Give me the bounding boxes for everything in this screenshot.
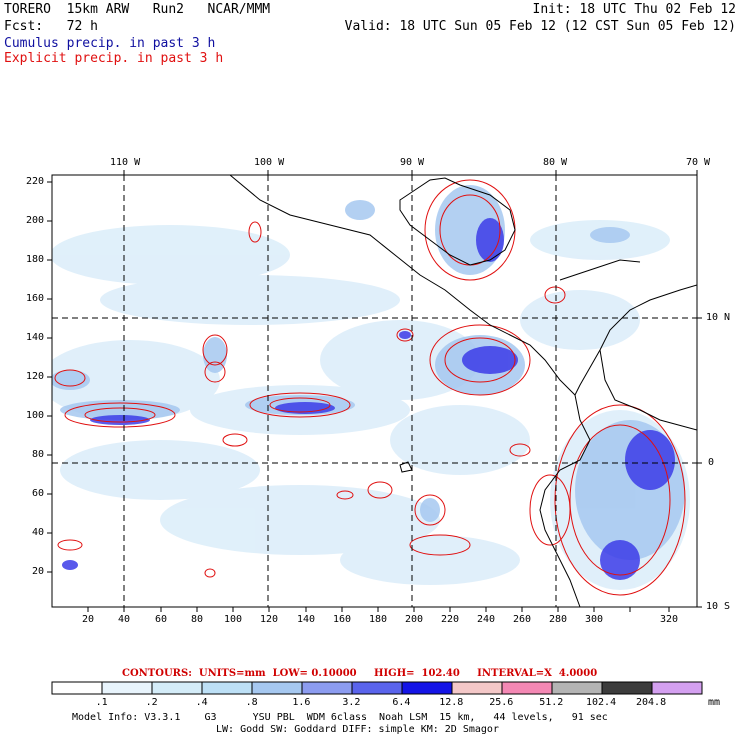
y-tick-160: 160 (26, 293, 45, 304)
colorbar-swatch (551, 681, 603, 695)
y-tick-140: 140 (26, 332, 45, 343)
legend-cumulus: Cumulus precip. in past 3 h (4, 36, 216, 51)
colorbar-swatch (251, 681, 303, 695)
coastlines (229, 175, 697, 607)
lon-label-80w: 80 W (543, 157, 568, 168)
colorbar-swatch (151, 681, 203, 695)
y-tick-220: 220 (26, 176, 45, 187)
colorbar-label: .2 (145, 697, 158, 708)
y-tick-120: 120 (26, 371, 45, 382)
colorbar-swatch (51, 681, 103, 695)
header-line2-left: Fcst: 72 h (4, 19, 98, 34)
footer-physics-info: LW: Godd SW: Goddard DIFF: simple KM: 2D… (216, 724, 499, 735)
colorbar-swatch (651, 681, 703, 695)
cumulus-precip-heavy (62, 218, 675, 580)
colorbar-label: 204.8 (636, 697, 667, 708)
x-tick-120: 120 (260, 614, 279, 625)
x-tick-260: 260 (513, 614, 532, 625)
colorbar-swatch (501, 681, 553, 695)
header-line2-right: Valid: 18 UTC Sun 05 Feb 12 (12 CST Sun … (344, 19, 736, 34)
x-tick-20: 20 (82, 614, 95, 625)
header-line1-right: Init: 18 UTC Thu 02 Feb 12 (532, 2, 737, 17)
map-frame (51, 174, 698, 608)
colorbar-units: mm (708, 697, 721, 708)
colorbar-label: 51.2 (539, 697, 564, 708)
explicit-precip-contours (54, 179, 686, 596)
colorbar-label: 1.6 (292, 697, 311, 708)
x-tick-200: 200 (405, 614, 424, 625)
x-tick-240: 240 (477, 614, 496, 625)
contour-info: CONTOURS: UNITS=mm LOW= 0.10000 HIGH= 10… (122, 668, 598, 679)
lon-label-110w: 110 W (110, 157, 141, 168)
x-tick-40: 40 (118, 614, 131, 625)
x-tick-320: 320 (660, 614, 679, 625)
x-tick-300: 300 (585, 614, 604, 625)
y-tick-180: 180 (26, 254, 45, 265)
colorbar-swatch (351, 681, 403, 695)
colorbar-swatch (601, 681, 653, 695)
colorbar-label: 102.4 (586, 697, 617, 708)
y-tick-100: 100 (26, 410, 45, 421)
x-tick-180: 180 (369, 614, 388, 625)
x-tick-100: 100 (224, 614, 243, 625)
footer-model-info: Model Info: V3.3.1 G3 YSU PBL WDM 6class… (72, 712, 608, 723)
lon-label-70w: 70 W (686, 157, 711, 168)
y-tick-40: 40 (32, 527, 45, 538)
y-tick-20: 20 (32, 566, 45, 577)
colorbar-swatch (451, 681, 503, 695)
lon-label-90w: 90 W (400, 157, 425, 168)
lat-label-10s: 10 S (706, 601, 731, 612)
y-tick-200: 200 (26, 215, 45, 226)
colorbar-label: .1 (95, 697, 108, 708)
legend-explicit: Explicit precip. in past 3 h (4, 51, 224, 66)
colorbar-label: 3.2 (342, 697, 361, 708)
axis-ticks (47, 170, 702, 612)
lat-label-10n: 10 N (706, 312, 731, 323)
y-tick-60: 60 (32, 488, 45, 499)
x-tick-280: 280 (549, 614, 568, 625)
header-line1-left: TORERO 15km ARW Run2 NCAR/MMM (4, 2, 271, 17)
colorbar-label: .4 (195, 697, 208, 708)
colorbar-swatch (101, 681, 153, 695)
colorbar-label: 12.8 (439, 697, 464, 708)
colorbar-label: 6.4 (392, 697, 411, 708)
lon-label-100w: 100 W (254, 157, 285, 168)
lat-lon-grid (52, 175, 697, 607)
x-tick-140: 140 (297, 614, 316, 625)
y-tick-80: 80 (32, 449, 45, 460)
x-tick-80: 80 (191, 614, 204, 625)
colorbar-swatch (401, 681, 453, 695)
x-tick-220: 220 (441, 614, 460, 625)
colorbar-swatch (201, 681, 253, 695)
colorbar-swatch (301, 681, 353, 695)
colorbar-label: 25.6 (489, 697, 514, 708)
x-tick-60: 60 (155, 614, 168, 625)
colorbar-label: .8 (245, 697, 258, 708)
lat-label-0: 0 (708, 457, 715, 468)
x-tick-160: 160 (333, 614, 352, 625)
